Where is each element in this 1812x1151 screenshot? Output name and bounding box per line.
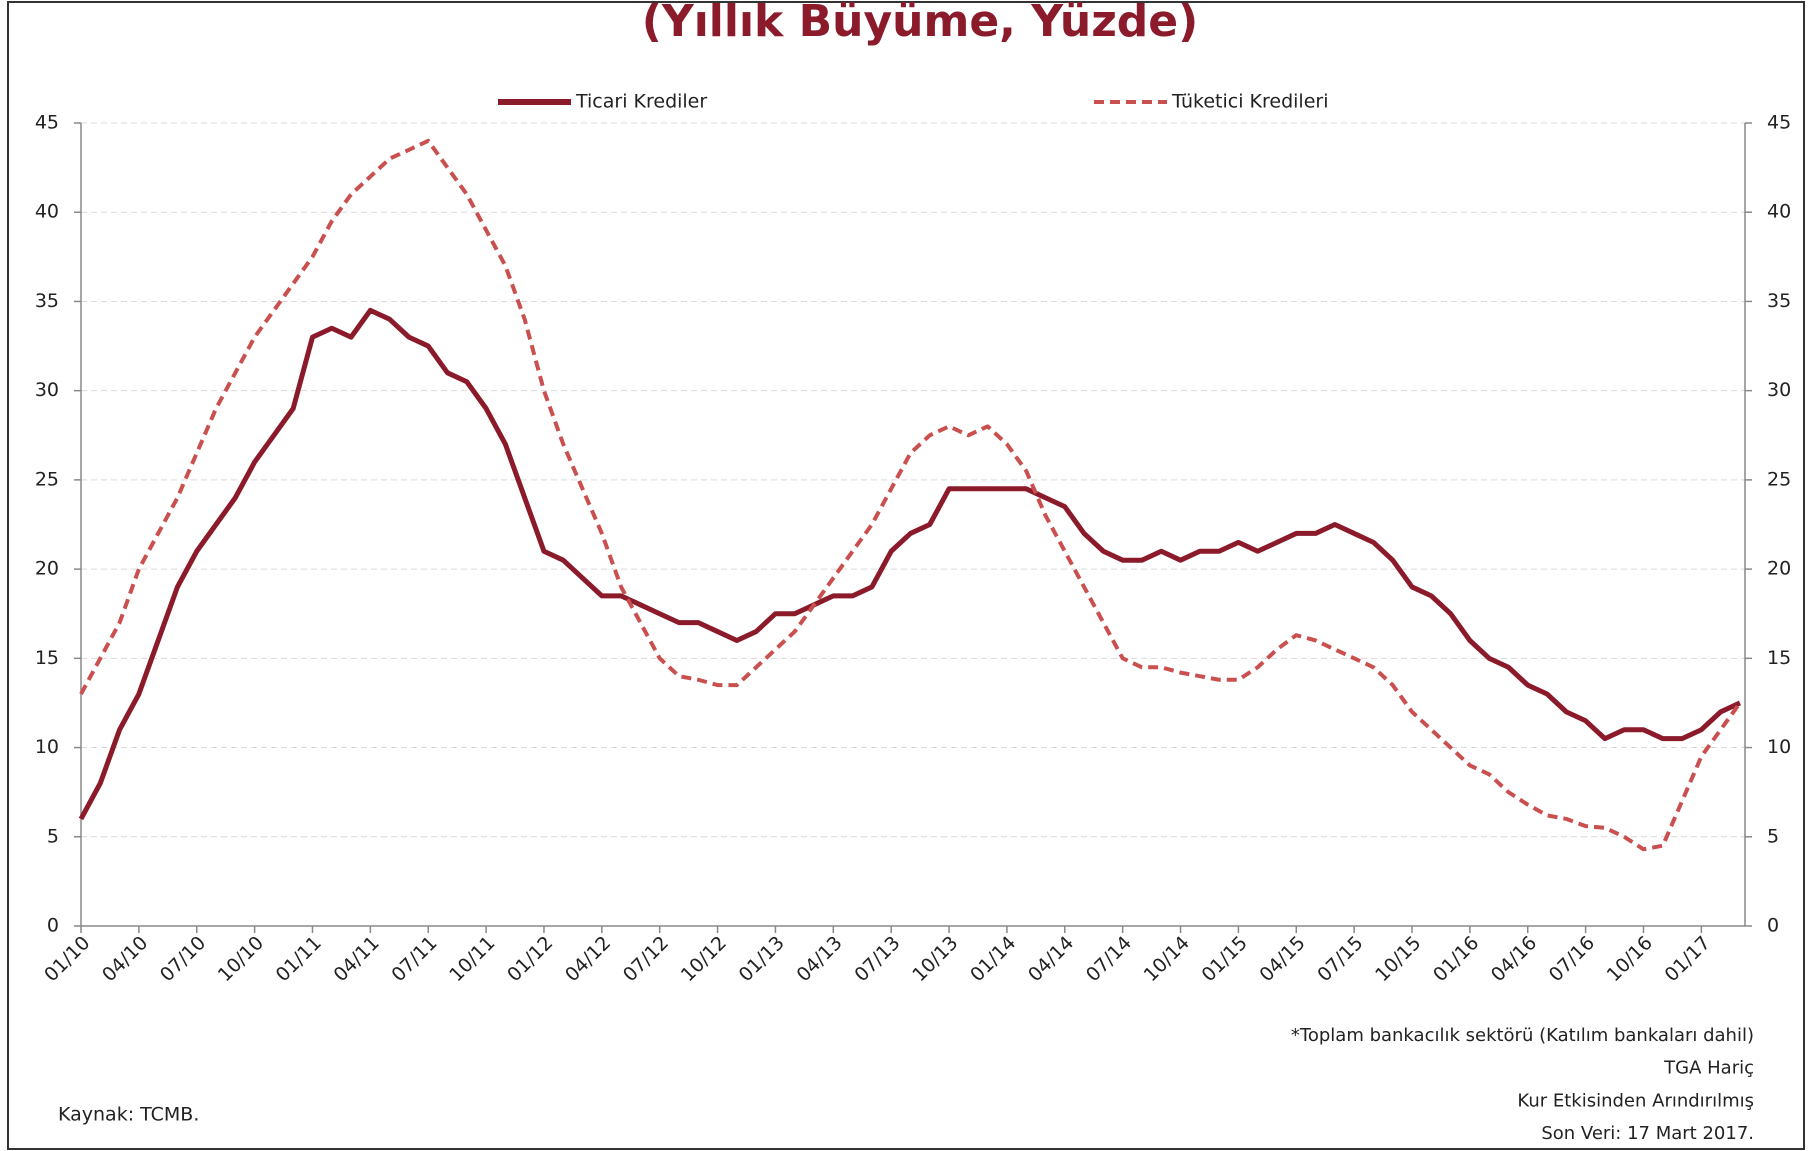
note: Kur Etkisinden Arındırılmış <box>1517 1090 1754 1111</box>
y2-tick-label: 25 <box>1767 468 1791 490</box>
x-tick-label: 01/14 <box>966 932 1020 986</box>
y-tick-label: 0 <box>47 915 59 937</box>
series-line <box>78 307 1741 821</box>
x-tick-label: 01/17 <box>1661 932 1715 986</box>
x-tick-label: 10/15 <box>1371 932 1425 986</box>
x-tick-label: 10/16 <box>1603 932 1657 986</box>
x-tick-label: 04/16 <box>1487 932 1541 986</box>
x-tick-label: 10/12 <box>677 932 731 986</box>
y2-tick-label: 40 <box>1767 201 1791 223</box>
series-line <box>79 138 1742 852</box>
chart-title: (Yıllık Büyüme, Yüzde) <box>642 0 1199 47</box>
note: TGA Hariç <box>1663 1058 1754 1079</box>
y-tick-label: 30 <box>35 379 59 401</box>
y-tick-label: 5 <box>47 825 59 847</box>
y-tick-label: 20 <box>35 558 59 580</box>
y2-tick-label: 0 <box>1767 915 1779 937</box>
note: Son Veri: 17 Mart 2017. <box>1541 1123 1754 1144</box>
x-tick-label: 07/11 <box>387 932 441 986</box>
x-tick-label: 10/11 <box>445 932 499 986</box>
y2-tick-label: 15 <box>1767 647 1791 669</box>
x-tick-label: 01/15 <box>1198 932 1252 986</box>
x-tick-label: 04/13 <box>792 932 846 986</box>
y2-tick-label: 20 <box>1767 558 1791 580</box>
y2-tick-label: 5 <box>1767 825 1779 847</box>
y-tick-label: 10 <box>35 736 59 758</box>
x-tick-label: 01/13 <box>735 932 789 986</box>
x-tick-label: 01/10 <box>40 932 94 986</box>
x-tick-label: 10/14 <box>1140 932 1194 986</box>
x-tick-label: 07/15 <box>1313 932 1367 986</box>
x-tick-label: 07/12 <box>619 932 673 986</box>
x-tick-label: 01/11 <box>272 932 326 986</box>
x-tick-label: 04/12 <box>561 932 615 986</box>
x-tick-label: 07/13 <box>850 932 904 986</box>
y-tick-label: 35 <box>35 290 59 312</box>
y-tick-label: 15 <box>35 647 59 669</box>
y-tick-label: 25 <box>35 468 59 490</box>
y2-tick-label: 10 <box>1767 736 1791 758</box>
x-tick-label: 04/14 <box>1024 932 1078 986</box>
x-tick-label: 04/10 <box>98 932 152 986</box>
x-tick-label: 01/16 <box>1429 932 1483 986</box>
y2-tick-label: 35 <box>1767 290 1791 312</box>
x-tick-label: 10/10 <box>214 932 268 986</box>
x-tick-label: 07/10 <box>156 932 210 986</box>
legend-label: Ticari Krediler <box>575 91 707 113</box>
source: Kaynak: TCMB. <box>58 1104 199 1126</box>
x-tick-label: 10/13 <box>908 932 962 986</box>
x-tick-label: 07/14 <box>1082 932 1136 986</box>
x-tick-label: 04/11 <box>329 932 383 986</box>
frame <box>7 1 1805 1150</box>
x-tick-label: 04/15 <box>1255 932 1309 986</box>
y-tick-label: 45 <box>35 112 59 134</box>
x-tick-label: 01/12 <box>503 932 557 986</box>
note: *Toplam bankacılık sektörü (Katılım bank… <box>1291 1025 1754 1046</box>
y2-tick-label: 30 <box>1767 379 1791 401</box>
legend-label: Tüketici Kredileri <box>1171 91 1329 113</box>
x-tick-label: 07/16 <box>1545 932 1599 986</box>
y2-tick-label: 45 <box>1767 112 1791 134</box>
y-tick-label: 40 <box>35 201 59 223</box>
